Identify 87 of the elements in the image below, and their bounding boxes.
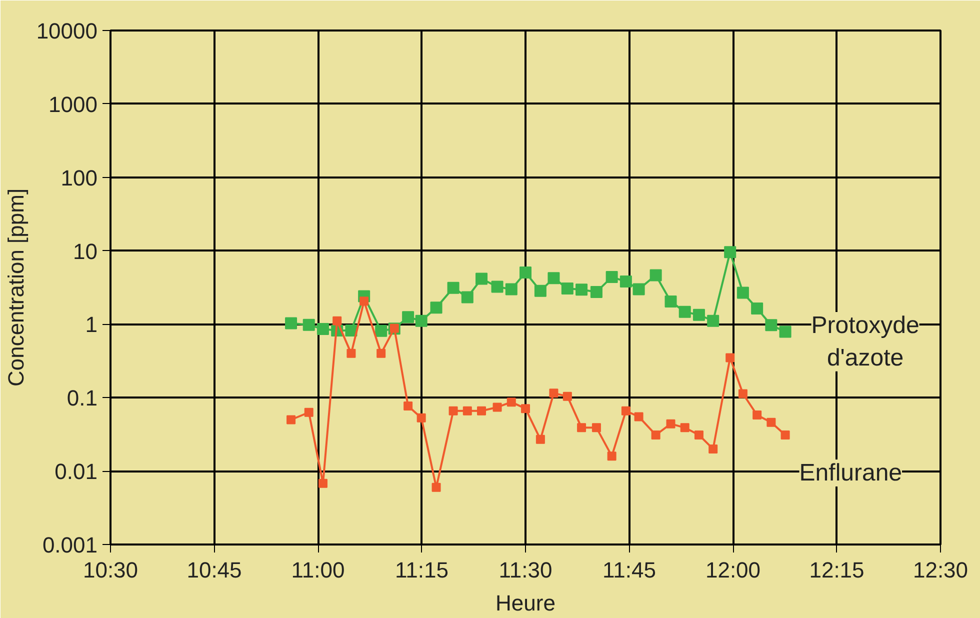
y-tick-label: 1000 (48, 92, 98, 117)
point (447, 282, 460, 294)
x-tick-label: 11:30 (498, 558, 552, 582)
point (549, 388, 558, 398)
point (621, 406, 630, 416)
point (415, 314, 428, 327)
point (477, 406, 486, 416)
point (536, 434, 545, 444)
point (476, 272, 488, 285)
point (634, 412, 644, 422)
x-tick-label: 10:45 (186, 558, 242, 582)
y-tick-label: 1 (85, 312, 98, 338)
point (607, 452, 616, 461)
point (592, 423, 601, 432)
point (694, 430, 704, 440)
point (432, 482, 441, 492)
point (736, 286, 749, 299)
point (448, 406, 458, 416)
point (606, 271, 618, 284)
y-tick-label: 10 (73, 238, 98, 264)
point (692, 308, 705, 321)
point (751, 302, 764, 314)
y-tick-label: 0.001 (42, 532, 98, 558)
x-axis-title: Heure (496, 590, 556, 616)
point (779, 326, 792, 338)
x-tick-label: 11:45 (602, 558, 656, 582)
point (678, 306, 691, 318)
point (666, 419, 676, 428)
point (492, 402, 502, 412)
x-tick-label: 12:15 (809, 558, 864, 582)
point (430, 302, 442, 314)
series-label: Enflurane (799, 459, 902, 486)
point (346, 348, 356, 358)
point (402, 311, 414, 324)
y-tick-label: 0.01 (54, 459, 98, 484)
point (561, 282, 574, 295)
point (738, 389, 748, 398)
point (576, 284, 588, 296)
point (404, 401, 413, 410)
point (376, 348, 386, 358)
point (461, 291, 474, 304)
point (520, 266, 532, 279)
point (577, 423, 586, 432)
point (651, 430, 660, 440)
x-tick-label: 12:00 (705, 558, 761, 582)
point (707, 314, 720, 327)
point (506, 398, 516, 407)
point (286, 415, 296, 424)
x-tick-label: 11:15 (395, 558, 448, 582)
point (650, 269, 662, 282)
point (590, 286, 602, 298)
y-tick-label: 0.1 (66, 386, 98, 411)
point (345, 324, 358, 337)
point (562, 392, 572, 401)
point (416, 413, 426, 422)
point (632, 283, 645, 296)
point (360, 296, 369, 306)
point (680, 423, 690, 432)
point (521, 404, 530, 414)
y-tick-label: 100 (60, 165, 98, 190)
point (534, 284, 546, 297)
point (766, 418, 776, 427)
point (462, 406, 472, 416)
point (302, 318, 315, 331)
y-axis-title: Concentration [ppm] (3, 188, 28, 387)
point (548, 272, 560, 284)
x-tick-label: 10:30 (82, 558, 138, 582)
point (491, 280, 504, 293)
point (285, 317, 298, 330)
point (780, 430, 790, 440)
point (505, 283, 518, 296)
point (304, 408, 314, 417)
point (708, 444, 718, 454)
point (375, 324, 388, 337)
point (664, 295, 677, 308)
point (318, 478, 328, 488)
series-label: Protoxyde d'azote (811, 312, 920, 372)
x-tick-label: 11:00 (291, 558, 345, 582)
point (752, 410, 762, 420)
point (332, 316, 342, 326)
point (724, 246, 736, 258)
point (620, 276, 632, 288)
point (726, 353, 735, 362)
point (316, 323, 329, 336)
x-tick-label: 12:30 (912, 558, 968, 582)
point (765, 319, 778, 332)
y-tick-label: 10000 (36, 18, 98, 44)
